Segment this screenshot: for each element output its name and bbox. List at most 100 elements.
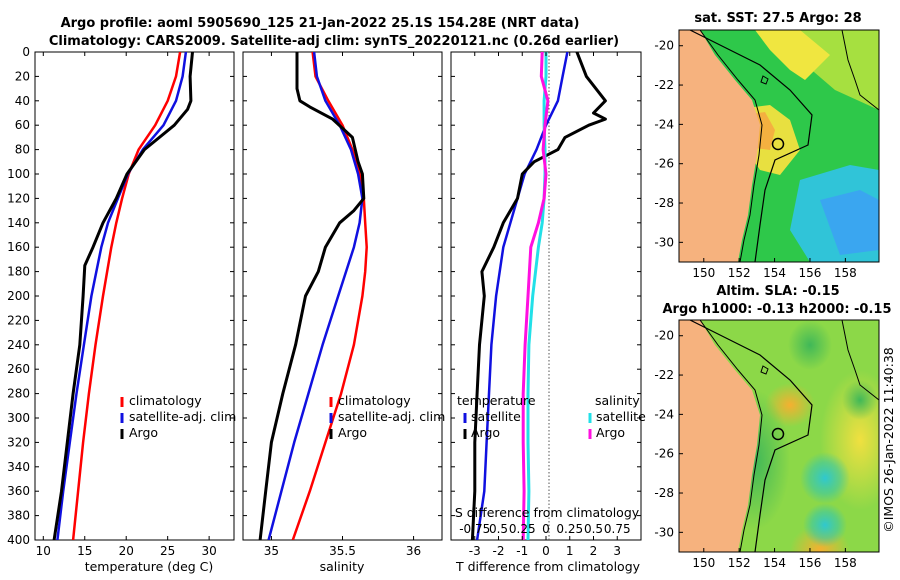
series-line-s-argo [521, 52, 550, 540]
map-lat-label: -20 [654, 39, 674, 53]
map-lat-label: -30 [654, 525, 674, 539]
map-lon-label: 158 [834, 556, 857, 570]
sla-land [679, 320, 760, 552]
map-lon-label: 152 [728, 266, 751, 280]
x-tick-label: 36 [406, 544, 421, 558]
depth-tick-label: 160 [7, 240, 30, 254]
map-lat-label: -26 [654, 447, 674, 461]
depth-tick-label: 20 [15, 69, 30, 83]
x-tick-label: -2 [493, 544, 505, 558]
depth-tick-label: 240 [7, 338, 30, 352]
map-lon-label: 158 [834, 266, 857, 280]
x-tick-label: 30 [201, 544, 216, 558]
series-line-satellite-adj-clim [267, 52, 364, 540]
x-tick-label: 25 [160, 544, 175, 558]
legend-label-satellite: satellite-adj. clim [338, 409, 445, 424]
map-lon-label: 150 [692, 266, 715, 280]
depth-tick-label: 280 [7, 387, 30, 401]
legend-label-satellite: satellite-adj. clim [129, 409, 236, 424]
difference-legend: temperature salinity satellite Argo sate… [457, 393, 646, 440]
x-tick-label: 15 [77, 544, 92, 558]
s-diff-tick-label: 0.5 [489, 522, 508, 536]
depth-tick-label: 0 [22, 45, 30, 59]
s-diff-tick-label: 0.25 [509, 522, 536, 536]
sst-depth-contour [689, 30, 813, 262]
x-tick-label: 3 [613, 544, 621, 558]
map-lat-label: -26 [654, 157, 674, 171]
salinity-xlabel: salinity [320, 559, 365, 574]
sst-map-frame [678, 29, 880, 263]
x-tick-label: 0 [542, 544, 550, 558]
sla-map-frame [678, 319, 880, 553]
sla-depth-contour [689, 320, 813, 552]
sla-island [760, 365, 769, 375]
sla-map [679, 320, 879, 552]
sla-argo-marker [771, 427, 785, 441]
series-line-t-satellite [475, 52, 569, 540]
x-axis-ticks: 10 15 20 25 30 35 35.5 36 -3 -2 -1 0 1 2 3-0.750.5 0.25… [36, 52, 631, 558]
series-line-argo [258, 52, 366, 540]
series-line-t-argo [470, 52, 607, 540]
depth-tick-label: 400 [7, 533, 30, 547]
series-line-climatology [71, 52, 182, 540]
map-lon-label: 156 [799, 556, 822, 570]
map-lon-label: 154 [763, 556, 786, 570]
depth-tick-label: 320 [7, 435, 30, 449]
sst-map [679, 30, 879, 262]
sst-argo-marker [771, 137, 785, 151]
s-diff-tick-label: 0.5 [584, 522, 603, 536]
difference-xlabel-top: S difference from climatology [455, 505, 640, 520]
legend-label-climatology: climatology [338, 393, 411, 408]
sst-land [679, 30, 760, 262]
depth-tick-label: 80 [15, 143, 30, 157]
sst-yellow-north [755, 30, 830, 80]
map-lon-label: 156 [799, 266, 822, 280]
depth-tick-label: 120 [7, 191, 30, 205]
difference-plot-area [470, 52, 607, 540]
depth-tick-label: 380 [7, 509, 30, 523]
map-lat-label: -28 [654, 486, 674, 500]
legend-label-climatology: climatology [129, 393, 202, 408]
s-diff-tick-label: 0 [542, 522, 550, 536]
depth-tick-label: 200 [7, 289, 30, 303]
sla-green-east [842, 380, 878, 420]
depth-tick-label: 300 [7, 411, 30, 425]
s-diff-tick-label: 0.75 [604, 522, 631, 536]
depth-tick-label: 100 [7, 167, 30, 181]
sst-warm-north [679, 30, 879, 110]
sst-reef-contour [841, 30, 879, 111]
temperature-xlabel: temperature (deg C) [85, 559, 214, 574]
legend-label-t-satellite: satellite [471, 409, 521, 424]
temperature-plot-area [52, 52, 194, 540]
s-diff-tick-label: -0.75 [459, 522, 490, 536]
x-tick-label: -1 [516, 544, 528, 558]
legend-label-s-satellite: satellite [596, 409, 646, 424]
salinity-legend: climatology satellite-adj. clim Argo [329, 393, 445, 440]
difference-xlabel: T difference from climatology [455, 559, 641, 574]
x-tick-label: 10 [36, 544, 51, 558]
sst-coastline [699, 30, 763, 262]
x-tick-label: 20 [119, 544, 134, 558]
x-tick-label: -3 [469, 544, 481, 558]
depth-tick-label: 40 [15, 94, 30, 108]
depth-tick-label: 60 [15, 118, 30, 132]
salinity-plot-area [258, 52, 368, 540]
sst-blue-south [820, 190, 879, 255]
depth-tick-label: 140 [7, 216, 30, 230]
sst-map-title: sat. SST: 27.5 Argo: 28 [694, 11, 861, 26]
sla-eddy-1 [800, 452, 850, 504]
sla-coastline [699, 320, 763, 552]
map-lat-label: -24 [654, 407, 674, 421]
map-lat-label: -24 [654, 117, 674, 131]
depth-tick-label: 360 [7, 484, 30, 498]
series-line-argo [52, 52, 194, 540]
legend-label-argo: Argo [129, 425, 158, 440]
temperature-legend: climatology satellite-adj. clim Argo [120, 393, 236, 440]
sst-map-ticks: -20 -22 -24 -26 -28 -30 150 152 154 156 158 [654, 39, 856, 280]
title-line-2: Climatology: CARS2009. Satellite-adj cli… [49, 34, 619, 49]
depth-tick-label: 180 [7, 265, 30, 279]
sla-map-ticks: -20 -22 -24 -26 -28 -30 150 152 154 156 158 [654, 329, 856, 570]
legend-label-argo: Argo [338, 425, 367, 440]
title-line-1: Argo profile: aoml 5905690_125 21-Jan-20… [61, 16, 580, 31]
